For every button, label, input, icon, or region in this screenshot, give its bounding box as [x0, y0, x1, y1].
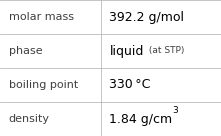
- Text: 3: 3: [173, 106, 178, 115]
- Text: molar mass: molar mass: [9, 12, 74, 22]
- Text: (at STP): (at STP): [146, 47, 184, 55]
- Text: boiling point: boiling point: [9, 80, 78, 90]
- Text: density: density: [9, 114, 50, 124]
- Text: phase: phase: [9, 46, 42, 56]
- Text: 330 °C: 330 °C: [109, 78, 151, 92]
- Text: liquid: liquid: [109, 44, 144, 58]
- Text: 392.2 g/mol: 392.2 g/mol: [109, 10, 184, 24]
- Text: 1.84 g/cm: 1.84 g/cm: [109, 112, 173, 126]
